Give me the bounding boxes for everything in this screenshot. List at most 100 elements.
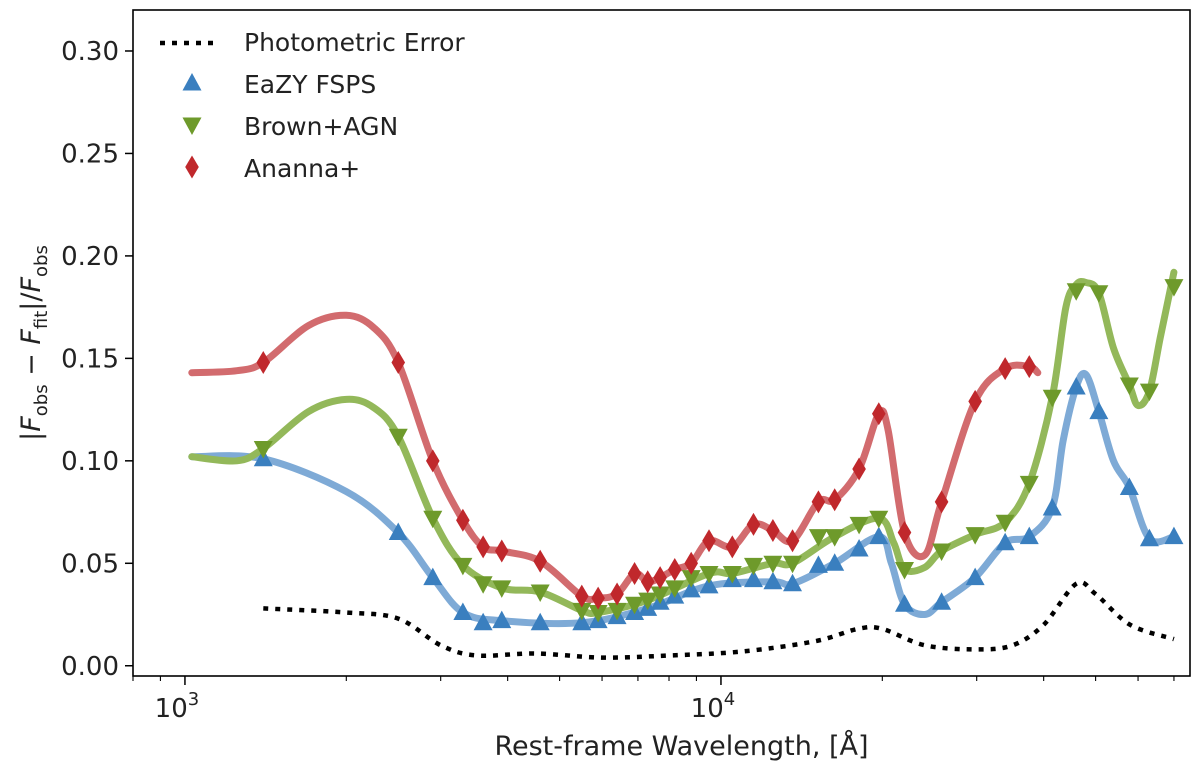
data-point-brown-agn [607,602,627,621]
data-point-eazy-fsps [894,594,914,612]
data-point-brown-agn [825,529,845,547]
data-point-ananna- [934,490,949,514]
data-point-eazy-fsps [473,612,493,631]
data-point-brown-agn [253,441,273,459]
legend-item: EaZY FSPS [182,70,376,99]
y-tick-label: 0.30 [61,37,119,67]
series-line-brown-agn [188,268,1178,617]
data-point-brown-agn [650,586,670,605]
data-point-ananna- [476,535,490,559]
legend: Photometric Error EaZY FSPS Brown+AGN Anann… [160,28,465,183]
data-point-brown-agn [1139,383,1159,402]
data-point-brown-agn [763,555,783,574]
data-point-brown-agn [808,529,828,547]
data-point-ananna- [610,582,624,606]
data-point-eazy-fsps [423,567,443,586]
legend-swatch [182,73,202,91]
data-point-brown-agn [530,584,550,602]
data-point-brown-agn [1119,377,1139,396]
data-point-brown-agn [722,566,742,584]
data-point-eazy-fsps [572,612,592,631]
legend-item: Brown+AGN [182,112,398,141]
x-axis-label: Rest-frame Wavelength, [Å] [494,730,868,762]
legend-label: Photometric Error [244,28,465,57]
data-point-eazy-fsps [530,612,550,631]
data-point-ananna- [684,551,698,575]
data-point-ananna- [425,449,440,473]
y-tick-label: 0.20 [61,242,119,272]
data-point-eazy-fsps [1019,526,1039,545]
data-point-ananna- [746,512,761,536]
data-point-eazy-fsps [995,532,1015,551]
data-point-brown-agn [1089,285,1109,303]
x-axis: 103 104 [132,676,1175,724]
data-point-eazy-fsps [453,602,473,620]
data-point-brown-agn [665,580,685,598]
x-tick-label: 104 [691,689,736,724]
data-point-eazy-fsps [932,592,952,610]
legend-label: EaZY FSPS [244,70,376,99]
data-point-brown-agn [681,570,701,588]
data-point-brown-agn [869,510,889,529]
data-point-ananna- [785,529,800,553]
data-point-brown-agn [588,604,608,623]
data-point-eazy-fsps [743,569,763,588]
data-point-eazy-fsps [763,571,783,590]
series-line-photometric-error [263,580,1175,660]
y-tick-label: 0.25 [61,139,119,169]
data-point-ananna- [1022,355,1037,379]
data-point-ananna- [811,490,826,514]
y-tick-label: 0.00 [61,652,119,682]
data-point-eazy-fsps [1164,526,1184,545]
data-point-ananna- [256,350,271,374]
data-point-ananna- [640,570,655,594]
legend-label: Brown+AGN [244,112,398,141]
data-point-brown-agn [492,580,512,598]
y-axis-label: |Fobs − Ffit|/Fobs [16,245,52,441]
series-markers [253,279,1184,631]
data-point-ananna- [827,488,842,512]
data-point-eazy-fsps [1139,528,1159,547]
data-point-eazy-fsps [825,553,845,571]
data-point-ananna- [998,357,1012,381]
data-point-eazy-fsps [681,579,701,598]
data-point-brown-agn [423,510,443,529]
data-point-eazy-fsps [849,538,869,557]
plot-frame [132,9,1191,677]
data-point-eazy-fsps [1042,497,1062,516]
data-point-eazy-fsps [699,575,719,594]
legend-label: Ananna+ [244,154,360,183]
data-point-ananna- [968,389,982,413]
data-point-brown-agn [699,566,719,584]
data-point-ananna- [574,584,589,608]
data-point-eazy-fsps [808,555,828,573]
y-axis: 0.00 0.05 0.10 0.15 0.20 0.25 0.30 [61,37,133,682]
legend-swatch [182,117,202,135]
data-point-ananna- [667,557,682,581]
data-point-brown-agn [453,557,473,576]
data-point-ananna- [494,539,509,563]
data-point-ananna- [725,535,740,559]
data-point-brown-agn [932,543,952,561]
data-point-brown-agn [849,516,869,535]
data-point-eazy-fsps [965,567,985,586]
legend-item: Photometric Error [160,28,465,57]
series-line-ananna- [188,311,1042,604]
data-point-brown-agn [1042,389,1062,408]
data-point-brown-agn [1019,475,1039,494]
data-point-eazy-fsps [783,573,803,592]
data-point-brown-agn [638,592,658,611]
data-point-ananna- [391,350,406,374]
y-tick-label: 0.15 [61,344,119,374]
data-point-ananna- [852,457,866,481]
data-point-eazy-fsps [1119,477,1139,495]
data-point-eazy-fsps [1089,401,1109,420]
data-point-ananna- [766,519,780,543]
data-point-ananna- [871,402,886,426]
series-line-eazy-fsps [188,370,1178,627]
x-tick-label: 103 [155,689,200,724]
y-tick-label: 0.10 [61,447,119,477]
series-lines [188,268,1178,660]
data-point-ananna- [533,549,547,573]
